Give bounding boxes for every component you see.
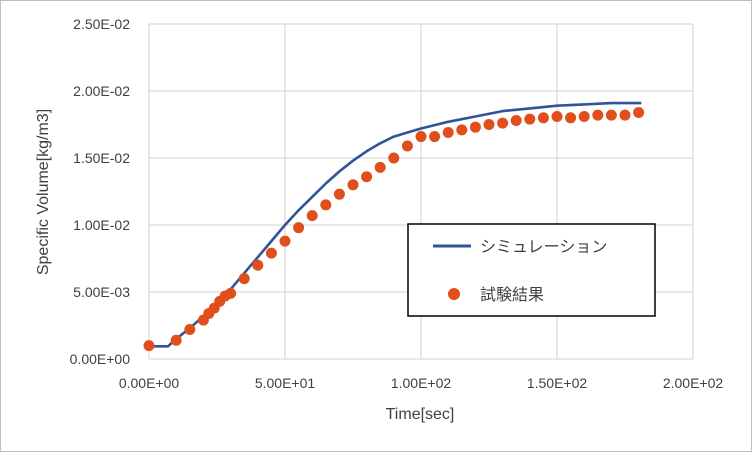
data-point-test-result (497, 117, 509, 129)
x-tick-label: 2.00E+02 (663, 375, 724, 391)
y-tick-label: 0.00E+00 (70, 351, 131, 367)
data-point-test-result (374, 161, 386, 173)
y-tick-label: 5.00E-03 (73, 284, 130, 300)
data-point-test-result (469, 121, 481, 133)
data-point-test-result (347, 179, 359, 191)
data-point-test-result (265, 247, 277, 259)
data-point-test-result (293, 222, 305, 234)
y-tick-labels: 0.00E+00 5.00E-03 1.00E-02 1.50E-02 2.00E-02… (70, 16, 131, 367)
legend-marker-swatch (448, 288, 460, 300)
y-axis-title: Specific Volume[kg/m3] (35, 109, 52, 275)
y-tick-label: 1.00E-02 (73, 217, 130, 233)
data-point-test-result (238, 273, 250, 285)
data-point-test-result (510, 114, 522, 126)
legend-label-simulation: シミュレーション (480, 237, 607, 256)
data-point-test-result (415, 131, 427, 143)
data-point-test-result (456, 124, 468, 136)
data-point-test-result (143, 340, 155, 352)
data-point-test-result (333, 188, 345, 200)
data-point-test-result (524, 113, 536, 125)
data-point-test-result (605, 109, 617, 121)
data-point-test-result (184, 324, 196, 336)
data-point-test-result (483, 119, 495, 130)
data-point-test-result (320, 199, 332, 211)
data-point-test-result (225, 287, 237, 299)
data-point-test-result (252, 259, 264, 271)
legend-box (407, 223, 656, 317)
data-point-test-result (279, 235, 291, 247)
legend-label-test-result: 試験結果 (480, 285, 544, 304)
data-point-test-result (170, 334, 182, 346)
data-point-test-result (578, 110, 590, 122)
data-point-test-result (388, 152, 400, 164)
x-tick-label: 1.00E+02 (391, 375, 452, 391)
data-point-test-result (442, 127, 454, 139)
legend: シミュレーション 試験結果 (407, 223, 656, 317)
x-axis-title: Time[sec] (386, 406, 455, 423)
data-point-test-result (565, 112, 577, 124)
data-point-test-result (551, 110, 563, 122)
data-point-test-result (619, 109, 631, 121)
y-tick-label: 1.50E-02 (73, 150, 130, 166)
series-layer (143, 101, 645, 352)
data-point-test-result (429, 131, 441, 143)
data-point-test-result (592, 109, 604, 121)
y-tick-label: 2.00E-02 (73, 83, 130, 99)
x-tick-label: 0.00E+00 (119, 375, 180, 391)
data-point-test-result (537, 112, 549, 124)
data-point-test-result (306, 210, 318, 222)
data-point-test-result (401, 140, 413, 152)
x-tick-label: 5.00E+01 (255, 375, 316, 391)
data-point-test-result (361, 171, 373, 183)
x-tick-labels: 0.00E+00 5.00E+01 1.00E+02 1.50E+02 2.00E+02 (119, 375, 724, 391)
data-point-test-result (633, 106, 645, 118)
y-tick-label: 2.50E-02 (73, 16, 130, 32)
x-tick-label: 1.50E+02 (527, 375, 588, 391)
